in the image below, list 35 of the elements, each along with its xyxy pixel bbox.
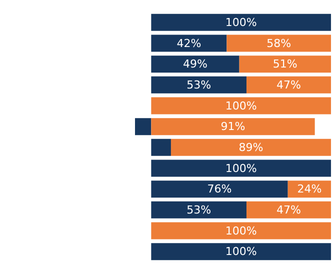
data-label: 100%	[225, 99, 257, 112]
data-label: 58%	[266, 36, 292, 50]
data-label: 89%	[238, 140, 264, 154]
data-label: 100%	[225, 162, 257, 175]
data-label: 24%	[297, 182, 322, 196]
bar	[170, 138, 331, 156]
bar	[151, 56, 240, 73]
data-label: 100%	[225, 245, 257, 258]
data-label: 47%	[276, 78, 301, 92]
data-label: 51%	[272, 58, 298, 71]
bar	[151, 201, 246, 218]
bar	[135, 118, 152, 136]
data-label: 47%	[276, 203, 301, 216]
bar	[151, 97, 331, 114]
data-label: 100%	[225, 16, 257, 29]
data-label: 49%	[183, 58, 208, 71]
data-label: 100%	[225, 224, 257, 238]
bar	[151, 160, 331, 177]
bar	[151, 222, 331, 240]
bar	[151, 34, 227, 52]
data-label: 91%	[220, 120, 246, 134]
bar	[226, 34, 331, 52]
data-label: 76%	[207, 182, 232, 196]
bar	[246, 201, 331, 218]
bar	[151, 180, 288, 198]
bar	[246, 76, 331, 94]
data-label: 53%	[186, 78, 212, 92]
bar	[151, 118, 315, 136]
bar	[239, 56, 331, 73]
bar	[151, 14, 331, 31]
bar	[151, 243, 331, 260]
data-label: 42%	[176, 36, 202, 50]
bar	[151, 138, 171, 156]
bar	[151, 76, 246, 94]
data-label: 53%	[186, 203, 212, 216]
